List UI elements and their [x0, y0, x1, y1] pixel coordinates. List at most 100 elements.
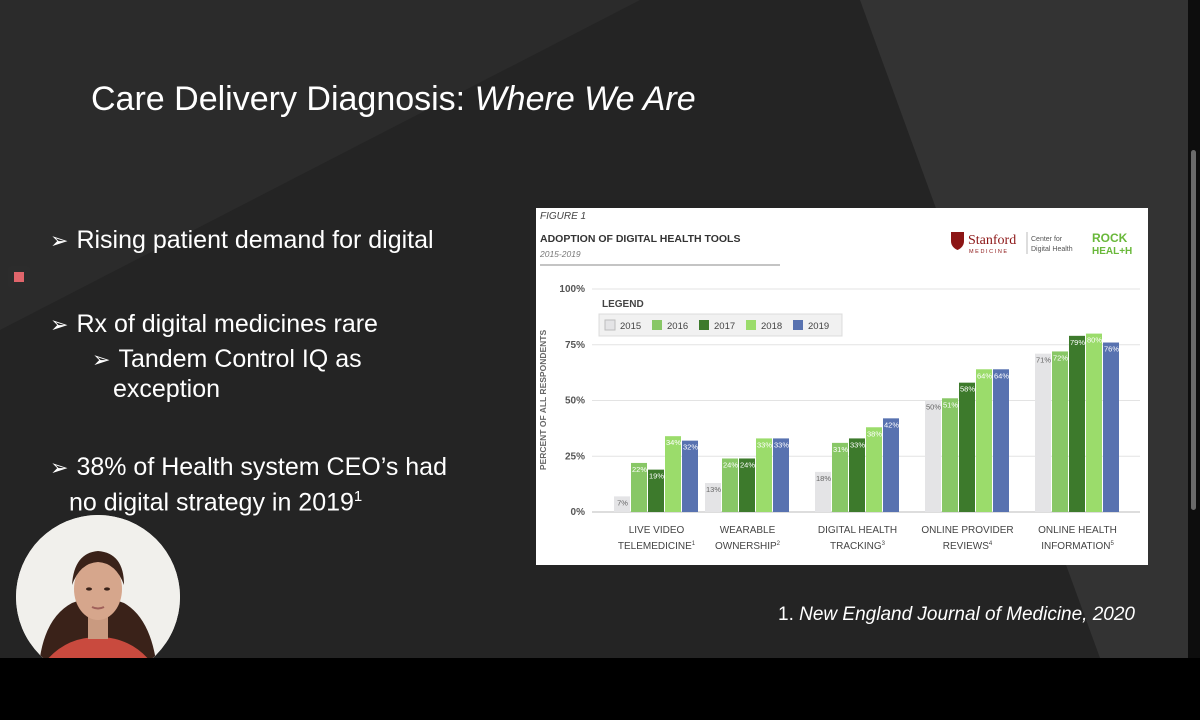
- bar-value-label: 76%: [1104, 345, 1119, 354]
- bullet-item: ➢ Rising patient demand for digital: [50, 225, 434, 256]
- stanford-medicine-text: MEDICINE: [969, 249, 1009, 255]
- bar-value-label: 58%: [960, 385, 975, 394]
- bar-value-label: 71%: [1036, 356, 1051, 365]
- bar-value-label: 33%: [774, 440, 789, 449]
- bar-value-label: 34%: [666, 438, 681, 447]
- bullet-continuation: no digital strategy in 20191: [69, 482, 362, 517]
- footnote-marker: 1: [692, 541, 696, 547]
- bar-value-label: 51%: [943, 400, 958, 409]
- record-button[interactable]: [8, 266, 30, 288]
- bar: [648, 469, 664, 512]
- bullet-text: Rx of digital medicines rare: [76, 310, 378, 338]
- citation: 1. New England Journal of Medicine, 2020: [778, 604, 1135, 626]
- bar-value-label: 64%: [994, 371, 1009, 380]
- bar: [722, 458, 738, 512]
- bar-value-label: 24%: [723, 460, 738, 469]
- bar-value-label: 79%: [1070, 338, 1085, 347]
- center-for-text: Center for: [1031, 236, 1063, 243]
- bar: [665, 436, 681, 512]
- x-tick-label: ONLINE PROVIDER: [921, 525, 1013, 536]
- bullet-text: Rising patient demand for digital: [76, 226, 434, 254]
- presenter-face: [74, 558, 122, 620]
- footnote-marker: 1: [353, 488, 363, 505]
- legend-entry: 2016: [667, 321, 688, 332]
- bar-value-label: 18%: [816, 474, 831, 483]
- bar: [1052, 351, 1068, 512]
- legend-title: LEGEND: [602, 299, 644, 310]
- footnote-marker: 2: [777, 541, 781, 547]
- sub-bullet-item: ➢ Tandem Control IQ as: [92, 344, 362, 375]
- x-tick-label: INFORMATION5: [1041, 541, 1114, 552]
- sub-bullet-continuation: exception: [113, 375, 221, 403]
- bar: [1086, 333, 1102, 512]
- x-tick-label: TRACKING3: [830, 541, 886, 552]
- bar: [976, 369, 992, 512]
- bar: [682, 440, 698, 512]
- bar-value-label: 31%: [833, 445, 848, 454]
- chart-bars: 7% 13% 18% 50% 71% 22% 24% 31% 51% 72% 19% 24% 33% 58…: [614, 333, 1119, 512]
- x-tick-label: TELEMEDICINE1: [618, 541, 696, 552]
- x-tick-label: LIVE VIDEO: [629, 525, 685, 536]
- y-tick-label: 100%: [559, 284, 585, 295]
- chart-svg: FIGURE 1 ADOPTION OF DIGITAL HEALTH TOOL…: [538, 211, 1140, 552]
- presenter-shirt: [48, 637, 148, 658]
- bar-value-label: 19%: [649, 472, 664, 481]
- bar: [993, 369, 1009, 512]
- bar: [925, 400, 941, 512]
- rock-health-logo-top: ROCK: [1092, 231, 1128, 245]
- bar-value-label: 24%: [740, 460, 755, 469]
- x-tick-label: ONLINE HEALTH: [1038, 525, 1117, 536]
- record-icon: [14, 272, 24, 282]
- bar: [756, 438, 772, 512]
- figure-header: FIGURE 1 ADOPTION OF DIGITAL HEALTH TOOL…: [539, 211, 1132, 266]
- bar: [883, 418, 899, 512]
- legend-swatch: [604, 319, 616, 331]
- legend-swatch: [746, 320, 756, 330]
- legend-swatch: [652, 320, 662, 330]
- bar: [705, 483, 721, 512]
- bar: [1069, 335, 1085, 512]
- legend-entry: 2019: [808, 321, 829, 332]
- presentation-slide: Care Delivery Diagnosis: Where We Are ➢ R…: [0, 0, 1188, 658]
- slide-title-italic: Where We Are: [474, 80, 696, 118]
- bar-value-label: 38%: [867, 429, 882, 438]
- bar: [1035, 353, 1051, 512]
- y-axis-label: PERCENT OF ALL RESPONDENTS: [538, 330, 548, 471]
- bar: [866, 427, 882, 512]
- legend-swatch: [699, 320, 709, 330]
- citation-source: New England Journal of Medicine, 2020: [799, 604, 1136, 625]
- bar-value-label: 42%: [884, 420, 899, 429]
- webcam-thumbnail[interactable]: [16, 515, 180, 658]
- presenter-neck: [88, 615, 108, 639]
- bar-value-label: 33%: [757, 440, 772, 449]
- bullet-item: ➢ 38% of Health system CEO’s had: [50, 452, 447, 483]
- x-tick-label: OWNERSHIP2: [715, 541, 781, 552]
- arrow-bullet-icon: ➢: [50, 228, 69, 253]
- bar: [773, 438, 789, 512]
- citation-number: 1.: [778, 604, 800, 625]
- bar-value-label: 13%: [706, 485, 721, 494]
- arrow-bullet-icon: ➢: [50, 455, 69, 480]
- rock-health-logo-bottom: HEAL+H: [1092, 246, 1132, 257]
- legend-box: [598, 313, 843, 337]
- slide-title: Care Delivery Diagnosis: Where We Are: [91, 80, 696, 119]
- digital-health-text: Digital Health: [1031, 246, 1073, 253]
- bar-value-label: 33%: [850, 440, 865, 449]
- y-tick-label: 0%: [571, 507, 586, 518]
- bullet-text: no digital strategy in 2019: [69, 488, 354, 517]
- bar-value-label: 64%: [977, 371, 992, 380]
- chart-figure: FIGURE 1 ADOPTION OF DIGITAL HEALTH TOOL…: [536, 208, 1148, 565]
- bullet-text: Tandem Control IQ as: [118, 345, 362, 373]
- presenter-hair-top: [72, 551, 124, 585]
- bottom-toolbar-area: [0, 658, 1200, 720]
- stanford-shield-icon: [951, 232, 964, 250]
- bar: [815, 471, 831, 512]
- bar: [739, 458, 755, 512]
- bar-value-label: 72%: [1053, 353, 1068, 362]
- scrollbar-thumb[interactable]: [1191, 150, 1196, 510]
- figure-title: ADOPTION OF DIGITAL HEALTH TOOLS: [540, 233, 740, 245]
- bg-shape-left: [0, 0, 640, 330]
- presenter-eye-right: [104, 587, 110, 591]
- bullet-item: ➢ Rx of digital medicines rare: [50, 309, 378, 340]
